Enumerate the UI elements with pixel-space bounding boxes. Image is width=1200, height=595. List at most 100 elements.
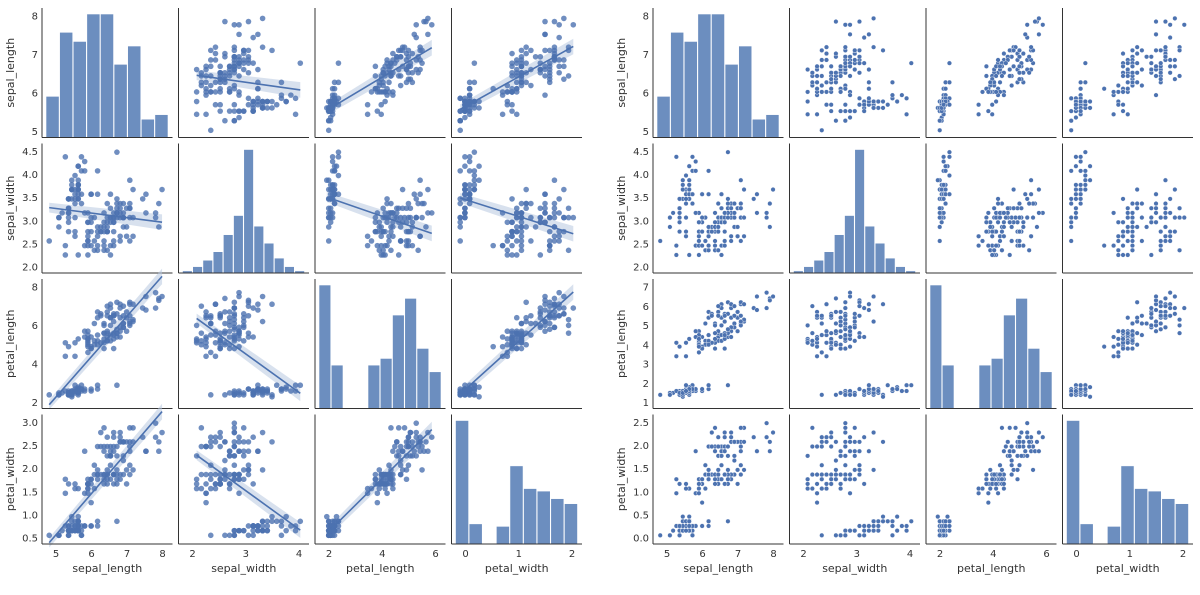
scatter-point xyxy=(1144,321,1150,327)
scatter-point xyxy=(989,252,995,258)
scatter-point xyxy=(546,238,553,244)
scatter-point xyxy=(842,313,848,319)
scatter-point xyxy=(715,313,721,319)
scatter-point xyxy=(725,196,731,202)
scatter-point xyxy=(1073,388,1079,394)
scatter-point xyxy=(908,60,914,66)
scatter-point xyxy=(814,500,820,506)
scatter-point xyxy=(1073,215,1079,221)
scatter-point xyxy=(101,425,107,431)
scatter-point xyxy=(1073,182,1079,188)
scatter-point xyxy=(976,243,982,249)
scatter-point xyxy=(264,523,271,529)
scatter-point xyxy=(1181,215,1187,221)
scatter-point xyxy=(143,191,149,198)
scatter-point xyxy=(415,200,421,207)
histogram-bar xyxy=(844,215,855,274)
scatter-point xyxy=(231,332,238,338)
scatter-point xyxy=(1120,219,1126,225)
scatter-point xyxy=(683,340,689,346)
panel-sepal_width-vs-petal_width xyxy=(451,143,582,274)
scatter-point xyxy=(686,182,692,188)
scatter-point xyxy=(1148,205,1154,211)
scatter-point xyxy=(207,392,214,398)
scatter-point xyxy=(193,89,200,95)
scatter-point xyxy=(904,528,910,534)
scatter-point xyxy=(504,238,511,244)
scatter-point xyxy=(368,238,375,244)
scatter-point xyxy=(88,242,94,249)
histogram-bar xyxy=(990,358,1004,409)
scatter-point xyxy=(401,214,408,221)
scatter-point xyxy=(946,102,952,108)
scatter-point xyxy=(110,481,117,487)
scatter-point xyxy=(1148,215,1154,221)
scatter-point xyxy=(222,309,228,315)
scatter-point xyxy=(814,73,820,79)
scatter-point xyxy=(423,439,429,445)
scatter-point xyxy=(833,532,839,538)
scatter-point xyxy=(683,215,689,221)
y-tick-label: 4.0 xyxy=(633,170,649,181)
scatter-point xyxy=(556,69,562,76)
scatter-point xyxy=(72,228,78,235)
scatter-point xyxy=(670,210,676,216)
scatter-point xyxy=(805,476,811,482)
scatter-point xyxy=(728,205,734,211)
scatter-point xyxy=(372,481,379,487)
scatter-point xyxy=(1120,229,1126,235)
scatter-point xyxy=(236,328,242,335)
scatter-point xyxy=(706,332,712,338)
scatter-point xyxy=(212,481,219,487)
scatter-point xyxy=(673,154,679,160)
histogram-bar xyxy=(367,364,381,409)
x-tick-label: 2 xyxy=(326,549,332,560)
scatter-point xyxy=(715,444,721,450)
scatter-point xyxy=(1078,168,1084,174)
scatter-point xyxy=(217,85,223,92)
scatter-point xyxy=(767,201,773,207)
scatter-point xyxy=(532,53,539,60)
scatter-point xyxy=(814,490,820,496)
scatter-point xyxy=(413,214,420,221)
y-tick-label: 1 xyxy=(643,398,649,409)
scatter-point xyxy=(823,44,829,50)
scatter-point xyxy=(390,448,396,455)
scatter-point xyxy=(236,490,242,497)
scatter-point xyxy=(231,101,238,108)
scatter-point xyxy=(899,388,905,394)
scatter-point xyxy=(1078,191,1084,197)
scatter-point xyxy=(75,518,82,525)
scatter-point xyxy=(1078,187,1084,193)
x-axis-label: sepal_length xyxy=(683,562,753,575)
scatter-point xyxy=(754,294,760,300)
scatter-point xyxy=(828,76,834,82)
scatter-point xyxy=(94,242,101,249)
histogram-bar xyxy=(243,149,254,274)
scatter-point xyxy=(245,101,252,108)
scatter-point xyxy=(561,311,567,317)
scatter-point xyxy=(231,453,238,459)
histogram-bar xyxy=(536,490,551,545)
scatter-point xyxy=(1162,215,1168,221)
scatter-point xyxy=(852,47,858,53)
scatter-point xyxy=(513,345,520,352)
scatter-point xyxy=(677,523,683,529)
scatter-point xyxy=(1153,294,1159,300)
scatter-point xyxy=(156,200,162,207)
scatter-point xyxy=(842,326,848,332)
scatter-point xyxy=(809,444,815,450)
scatter-point xyxy=(677,532,683,538)
scatter-point xyxy=(123,328,130,335)
scatter-point xyxy=(72,233,78,240)
scatter-point xyxy=(203,79,209,86)
scatter-point xyxy=(288,92,294,98)
scatter-point xyxy=(255,386,261,392)
scatter-point xyxy=(403,467,410,473)
scatter-point xyxy=(1016,215,1022,221)
scatter-point xyxy=(466,79,473,86)
scatter-point xyxy=(852,324,858,330)
scatter-point xyxy=(428,210,435,216)
scatter-point xyxy=(110,345,117,352)
